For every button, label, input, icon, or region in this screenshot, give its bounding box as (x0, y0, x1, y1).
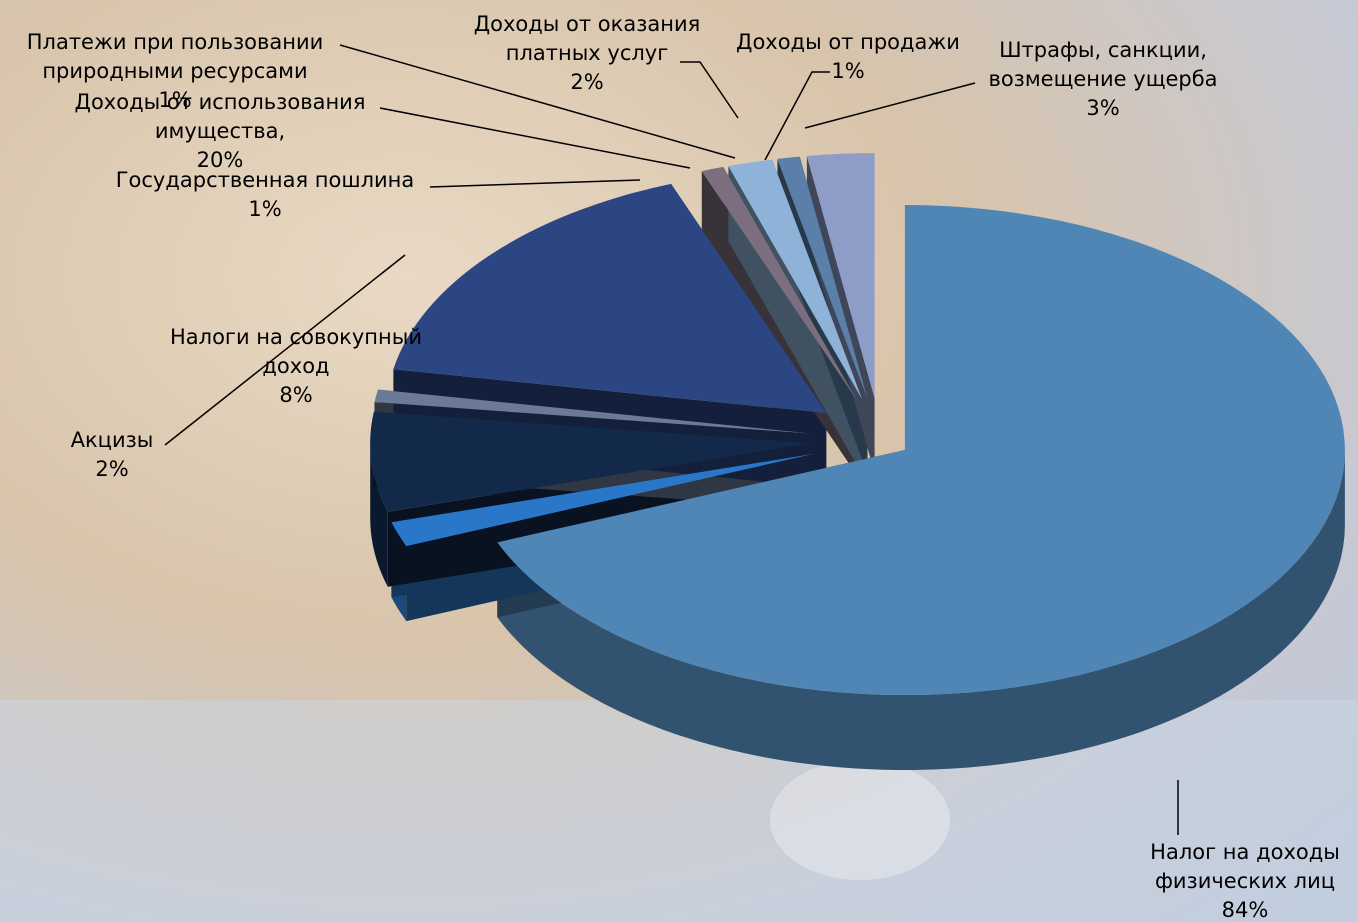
label-percent: 1% (248, 197, 282, 221)
leader-line (764, 71, 830, 161)
leader-line (804, 82, 976, 129)
leader-line (339, 44, 736, 159)
label-name: Доходы от продажи (736, 30, 960, 54)
label-percent: 20% (196, 148, 244, 172)
label-name: Налоги на совокупный доход (170, 325, 422, 378)
label-name: Налог на доходы физических лиц (1150, 840, 1340, 893)
data-label: Налог на доходы физических лиц 84% (1135, 838, 1355, 922)
slice (370, 411, 811, 512)
slice (391, 453, 814, 547)
leader-line (164, 254, 406, 446)
data-label: Акцизы 2% (52, 426, 172, 484)
label-percent: 8% (279, 383, 313, 407)
slice (728, 159, 863, 400)
data-label: Штрафы, санкции, возмещение ущерба 3% (963, 36, 1243, 123)
label-name: Доходы от оказания платных услуг (473, 12, 701, 65)
label-name: Доходы от использования имущества, (74, 90, 366, 143)
slice-face (393, 369, 827, 489)
label-name: Платежи при пользовании природными ресур… (26, 30, 324, 83)
leader-line (680, 61, 739, 119)
label-percent: 2% (95, 457, 129, 481)
data-label: Платежи при пользовании природными ресур… (3, 28, 348, 115)
slice (393, 183, 827, 414)
data-label: Доходы от продажи 1% (718, 28, 978, 86)
background-glow (770, 760, 950, 880)
data-label: Доходы от оказания платных услуг 2% (457, 10, 717, 97)
slice (777, 156, 868, 399)
label-percent: 3% (1086, 96, 1120, 120)
label-percent: 1% (158, 88, 192, 112)
label-percent: 84% (1221, 898, 1269, 922)
label-name: Государственная пошлина (115, 168, 415, 192)
label-percent: 2% (570, 70, 604, 94)
slice (374, 389, 811, 434)
data-label: Доходы от использования имущества, 20% (55, 88, 385, 175)
slice (701, 166, 858, 401)
slice-side (497, 450, 1345, 771)
label-percent: 1% (831, 59, 865, 83)
slice (806, 153, 875, 399)
slice (497, 205, 1345, 696)
background-band (0, 700, 1358, 922)
data-label: Налоги на совокупный доход 8% (146, 323, 446, 410)
label-name: Акцизы (70, 428, 154, 452)
label-name: Штрафы, санкции, возмещение ущерба (988, 38, 1218, 91)
leader-line (429, 179, 641, 188)
leader-line (379, 107, 691, 169)
data-label: Государственная пошлина 1% (85, 166, 445, 224)
